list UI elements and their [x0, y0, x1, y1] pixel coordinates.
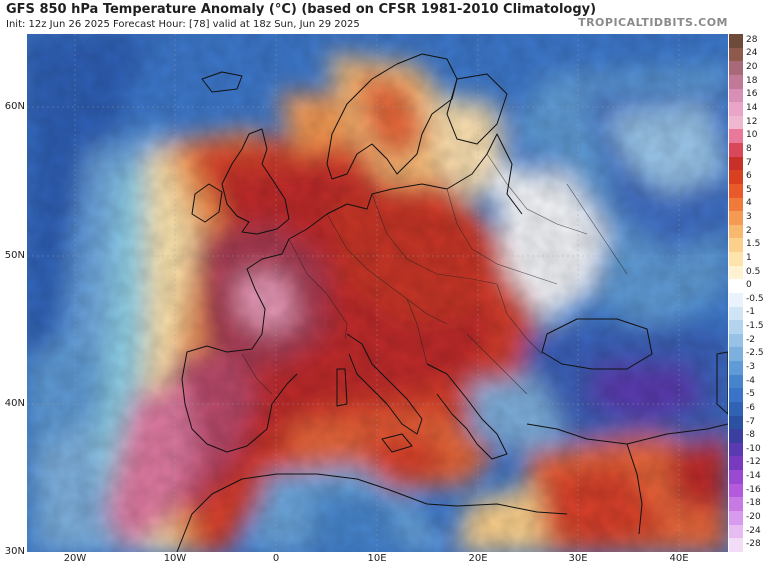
lat-label-40n: 40N — [4, 398, 25, 409]
lon-label-20e: 20E — [468, 553, 488, 564]
colorbar-swatch — [729, 238, 743, 252]
colorbar-swatch — [729, 279, 743, 293]
colorbar-level-label: -1 — [746, 307, 755, 318]
colorbar-level-label: -0.5 — [746, 293, 764, 304]
coastlines — [176, 53, 728, 552]
colorbar-swatch — [729, 252, 743, 266]
colorbar-swatch — [729, 347, 743, 361]
colorbar-swatch — [729, 211, 743, 225]
colorbar-level-label: 8 — [746, 143, 752, 154]
colorbar-level-label: 10 — [746, 130, 758, 141]
lat-label-30n: 30N — [4, 546, 25, 557]
lon-label-40e: 40E — [669, 553, 689, 564]
colorbar-level-label: 6 — [746, 171, 752, 182]
colorbar-swatch — [729, 483, 743, 498]
lat-label-60n: 60N — [4, 101, 25, 112]
colorbar-swatch — [729, 401, 743, 416]
colorbar-level-label: 28 — [746, 34, 758, 45]
lon-label-10w: 10W — [163, 553, 187, 564]
field-texture — [27, 34, 728, 552]
colorbar-level-label: -7 — [746, 416, 755, 427]
graticule — [27, 34, 728, 552]
anomaly-map — [27, 34, 728, 552]
colorbar-level-label: -12 — [746, 457, 761, 468]
colorbar-level-label: 20 — [746, 62, 758, 73]
colorbar-swatch — [729, 61, 743, 75]
colorbar-swatch — [729, 102, 743, 116]
colorbar-swatch — [729, 361, 743, 375]
colorbar-swatch — [729, 292, 743, 307]
colorbar-swatch — [729, 47, 743, 62]
colorbar-level-label: 7 — [746, 157, 752, 168]
country-borders — [241, 153, 628, 395]
colorbar-level-label: -1.5 — [746, 321, 764, 332]
colorbar-level-label: -18 — [746, 498, 761, 509]
lon-label-30e: 30E — [568, 553, 588, 564]
colorbar-swatch — [729, 510, 743, 525]
map-canvas — [27, 34, 728, 552]
colorbar-level-label: 16 — [746, 89, 758, 100]
colorbar-swatch — [729, 170, 743, 184]
colorbar-swatch — [729, 74, 743, 89]
colorbar — [729, 34, 743, 552]
colorbar-labels: 28 24 20 18 16 14 12 10 8 7 6 5 4 3 2 1.5 1 0.5 0 -0.5 -1 -1.… — [746, 34, 768, 552]
colorbar-swatch — [729, 88, 743, 103]
colorbar-level-label: 2 — [746, 225, 752, 236]
colorbar-level-label: -10 — [746, 443, 761, 454]
colorbar-swatch — [729, 456, 743, 470]
colorbar-level-label: -28 — [746, 539, 761, 550]
colorbar-swatch — [729, 197, 743, 212]
lon-label-0: 0 — [272, 553, 280, 564]
colorbar-level-label: 12 — [746, 116, 758, 127]
colorbar-level-label: -2.5 — [746, 348, 764, 359]
colorbar-swatch — [729, 115, 743, 130]
colorbar-level-label: 1.5 — [746, 239, 761, 250]
colorbar-level-label: 3 — [746, 212, 752, 223]
colorbar-level-label: 1 — [746, 252, 752, 263]
colorbar-level-label: -8 — [746, 430, 755, 441]
colorbar-swatch — [729, 538, 743, 552]
colorbar-swatch — [729, 524, 743, 539]
colorbar-level-label: 0 — [746, 280, 752, 291]
colorbar-swatch — [729, 320, 743, 334]
colorbar-swatch — [729, 34, 743, 48]
colorbar-level-label: -20 — [746, 511, 761, 522]
colorbar-swatch — [729, 429, 743, 443]
colorbar-level-label: 5 — [746, 184, 752, 195]
colorbar-level-label: 0.5 — [746, 266, 761, 277]
brand-watermark: TROPICALTIDBITS.COM — [578, 16, 728, 29]
colorbar-swatch — [729, 306, 743, 321]
colorbar-level-label: -6 — [746, 402, 755, 413]
colorbar-swatch — [729, 183, 743, 198]
colorbar-level-label: 18 — [746, 75, 758, 86]
colorbar-swatch — [729, 143, 743, 157]
colorbar-swatch — [729, 374, 743, 389]
colorbar-level-label: -14 — [746, 471, 761, 482]
map-subtitle: Init: 12z Jun 26 2025 Forecast Hour: [78… — [6, 19, 360, 30]
colorbar-swatch — [729, 470, 743, 484]
colorbar-swatch — [729, 442, 743, 457]
colorbar-level-label: 24 — [746, 48, 758, 59]
colorbar-swatch — [729, 415, 743, 430]
colorbar-level-label: 14 — [746, 102, 758, 113]
map-title: GFS 850 hPa Temperature Anomaly (°C) (ba… — [6, 2, 597, 17]
colorbar-level-label: -3 — [746, 361, 755, 372]
lat-label-50n: 50N — [4, 250, 25, 261]
colorbar-level-label: -24 — [746, 525, 761, 536]
colorbar-swatch — [729, 388, 743, 402]
colorbar-swatch — [729, 333, 743, 348]
colorbar-level-label: -2 — [746, 334, 755, 345]
colorbar-swatch — [729, 129, 743, 143]
colorbar-swatch — [729, 156, 743, 171]
colorbar-level-label: -5 — [746, 389, 755, 400]
lon-label-10e: 10E — [367, 553, 387, 564]
colorbar-level-label: 4 — [746, 198, 752, 209]
colorbar-swatch — [729, 265, 743, 280]
lon-label-20w: 20W — [63, 553, 87, 564]
colorbar-swatch — [729, 224, 743, 239]
colorbar-level-label: -4 — [746, 375, 755, 386]
colorbar-swatch — [729, 497, 743, 511]
colorbar-level-label: -16 — [746, 484, 761, 495]
